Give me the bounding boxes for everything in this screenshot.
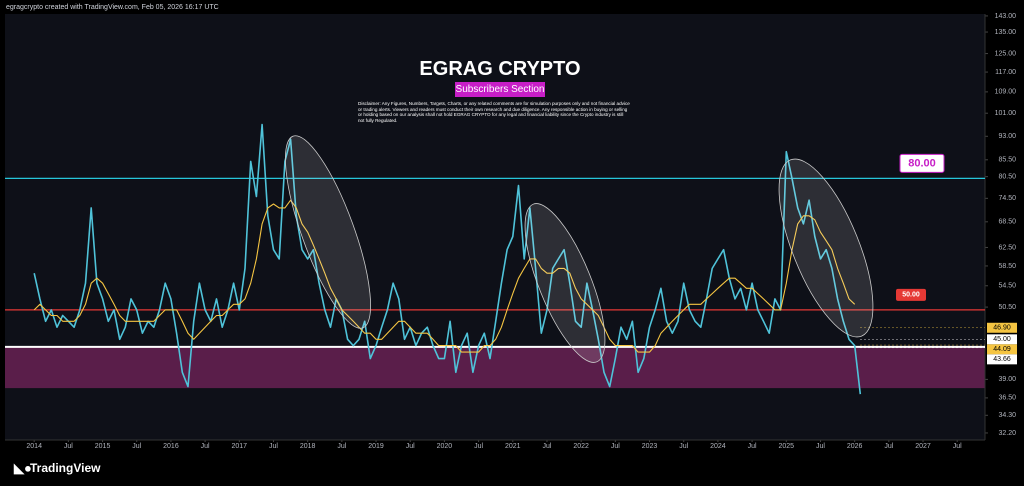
y-tick-label: 39.00	[998, 376, 1016, 383]
price-label: 44.09	[993, 346, 1011, 353]
x-tick-label: 2027	[915, 443, 931, 450]
x-tick-label: Jul	[132, 443, 141, 450]
x-tick-label: Jul	[611, 443, 620, 450]
y-tick-label: 32.20	[998, 430, 1016, 437]
y-tick-label: 62.50	[998, 244, 1016, 251]
y-tick-label: 74.50	[998, 195, 1016, 202]
header: egragcrypto created with TradingView.com…	[6, 4, 219, 11]
x-tick-label: Jul	[406, 443, 415, 450]
footer-logo: TradingView	[30, 461, 101, 475]
y-tick-label: 101.00	[995, 110, 1017, 117]
x-tick-label: 2014	[26, 443, 42, 450]
x-tick-label: Jul	[543, 443, 552, 450]
x-tick-label: Jul	[269, 443, 278, 450]
y-tick-label: 68.50	[998, 219, 1016, 226]
price-label-box	[987, 322, 1017, 333]
level-label: 50.00	[902, 292, 920, 299]
level-label-box	[896, 288, 926, 301]
price-label: 43.66	[993, 356, 1011, 363]
x-tick-label: Jul	[748, 443, 757, 450]
support-band	[5, 346, 985, 389]
y-tick-label: 80.50	[998, 174, 1016, 181]
y-tick-label: 54.50	[998, 283, 1016, 290]
x-tick-label: Jul	[884, 443, 893, 450]
x-tick-label: 2016	[163, 443, 179, 450]
x-tick-label: Jul	[64, 443, 73, 450]
x-tick-label: 2023	[642, 443, 658, 450]
x-tick-label: 2019	[368, 443, 384, 450]
subtitle: Subscribers Section	[455, 82, 545, 97]
y-tick-label: 34.30	[998, 412, 1016, 419]
title: EGRAG CRYPTO	[419, 58, 581, 80]
y-tick-label: 58.50	[998, 263, 1016, 270]
x-tick-label: Jul	[201, 443, 210, 450]
x-tick-label: 2025	[778, 443, 794, 450]
series-line	[33, 199, 856, 353]
price-label: 45.00	[993, 336, 1011, 343]
y-tick-label: 117.00	[995, 69, 1016, 76]
price-label-box	[987, 354, 1017, 365]
series-line	[33, 123, 862, 395]
x-tick-label: Jul	[679, 443, 688, 450]
x-tick-label: 2015	[95, 443, 111, 450]
x-tick-label: 2020	[437, 443, 453, 450]
price-label-box	[987, 344, 1017, 355]
x-tick-label: Jul	[953, 443, 962, 450]
y-tick-label: 50.50	[998, 304, 1016, 311]
highlight-ellipse	[778, 158, 874, 338]
x-tick-label: Jul	[337, 443, 346, 450]
x-tick-label: 2022	[573, 443, 589, 450]
disclaimer: Disclaimer: Any Figures, Numbers, Target…	[358, 101, 630, 123]
highlight-ellipse	[285, 135, 371, 329]
y-tick-label: 36.50	[998, 395, 1016, 402]
y-tick-label: 93.00	[998, 133, 1016, 140]
y-tick-label: 135.00	[995, 29, 1017, 36]
price-label: 46.90	[993, 325, 1011, 332]
price-label-box	[987, 334, 1017, 345]
x-tick-label: 2024	[710, 443, 726, 450]
level-label: 80.00	[908, 157, 936, 169]
highlight-ellipse	[524, 203, 606, 363]
x-tick-label: 2021	[505, 443, 521, 450]
x-tick-label: 2018	[300, 443, 316, 450]
x-tick-label: Jul	[816, 443, 825, 450]
logo-mark: ◣●	[13, 460, 32, 475]
x-tick-label: 2017	[232, 443, 248, 450]
y-tick-label: 109.00	[995, 89, 1017, 96]
y-tick-label: 125.00	[995, 50, 1017, 57]
marks: 143.00 135.00 125.00 117.00 109.00 101.00 93.0…	[5, 13, 1017, 450]
level-label-box	[899, 153, 945, 173]
x-tick-label: Jul	[474, 443, 483, 450]
y-tick-label: 85.50	[998, 157, 1016, 164]
x-tick-label: 2026	[847, 443, 863, 450]
y-tick-label: 143.00	[995, 13, 1017, 20]
